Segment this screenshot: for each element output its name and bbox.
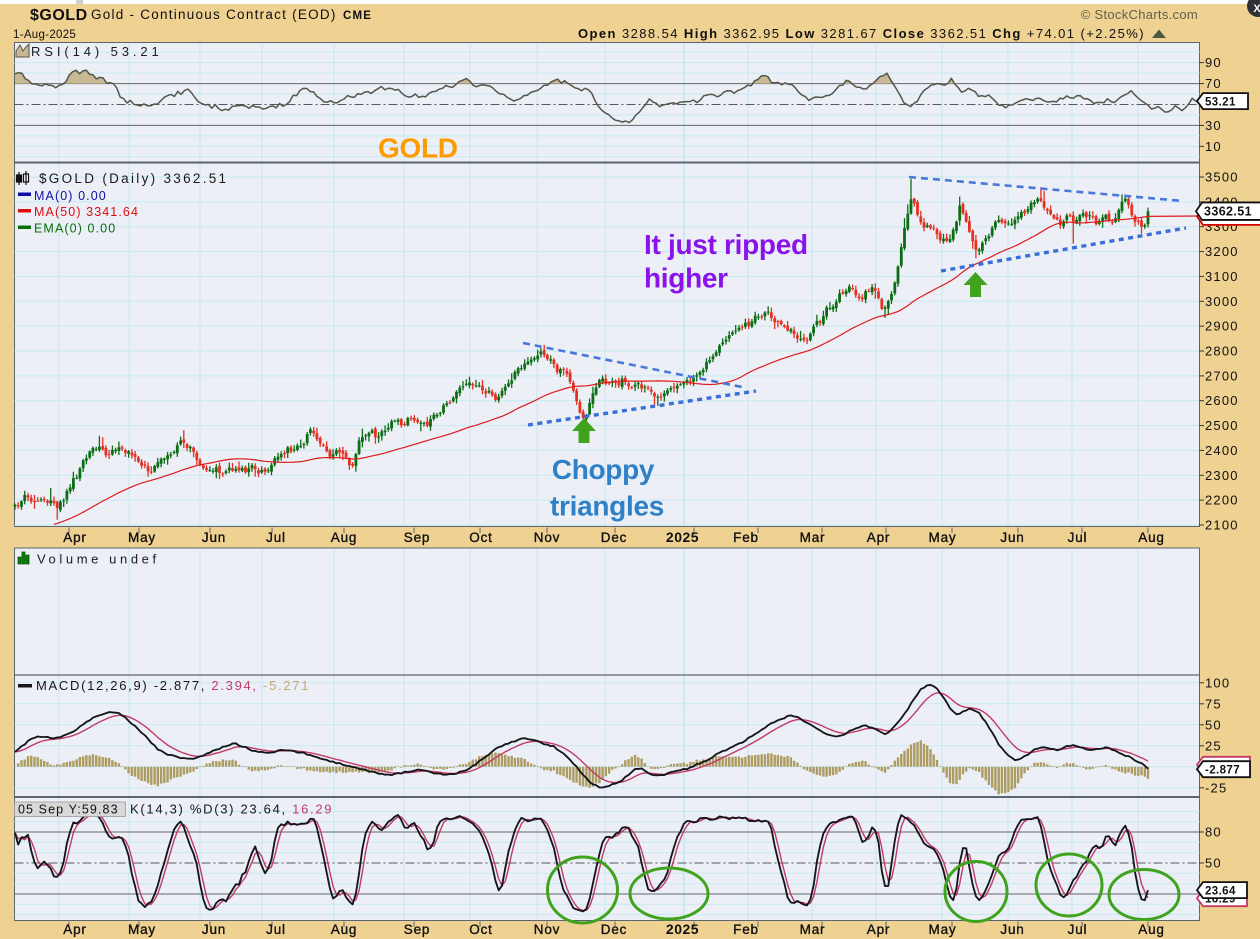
svg-text:May: May — [128, 922, 156, 937]
svg-text:Sep: Sep — [404, 922, 430, 937]
svg-text:05 Sep Y:59.83: 05 Sep Y:59.83 — [18, 803, 119, 817]
svg-text:2400: 2400 — [1205, 443, 1239, 458]
svg-text:Oct: Oct — [469, 922, 492, 937]
svg-text:75: 75 — [1205, 696, 1222, 711]
svg-text:2025: 2025 — [666, 529, 699, 545]
svg-text:RSI(14) 53.21: RSI(14) 53.21 — [31, 44, 163, 59]
svg-text:Oct: Oct — [469, 530, 492, 545]
svg-text:Nov: Nov — [534, 530, 560, 545]
svg-text:50: 50 — [1205, 717, 1222, 732]
svg-text:80: 80 — [1205, 825, 1222, 840]
svg-text:10: 10 — [1205, 139, 1222, 154]
svg-text:Jul: Jul — [266, 922, 286, 937]
svg-text:X: X — [1253, 3, 1260, 15]
svg-text:$GOLD (Daily) 3362.51: $GOLD (Daily) 3362.51 — [39, 171, 228, 186]
svg-text:Apr: Apr — [63, 530, 86, 545]
svg-text:Volume undef: Volume undef — [37, 552, 160, 567]
svg-text:Choppy: Choppy — [552, 454, 655, 485]
svg-text:higher: higher — [644, 263, 728, 294]
svg-text:May: May — [929, 530, 957, 545]
svg-text:3000: 3000 — [1205, 294, 1239, 309]
svg-text:Dec: Dec — [601, 922, 627, 937]
svg-text:-2.877: -2.877 — [1205, 764, 1240, 776]
svg-text:EMA(0) 0.00: EMA(0) 0.00 — [34, 222, 116, 236]
svg-text:Nov: Nov — [534, 922, 560, 937]
svg-text:Jun: Jun — [1000, 922, 1024, 937]
svg-text:MA(0) 0.00: MA(0) 0.00 — [34, 189, 107, 203]
svg-text:2800: 2800 — [1205, 343, 1239, 358]
svg-text:Sep: Sep — [404, 530, 430, 545]
svg-text:Aug: Aug — [1138, 922, 1164, 937]
svg-text:70: 70 — [1205, 76, 1222, 91]
svg-text:2900: 2900 — [1205, 319, 1239, 334]
svg-text:May: May — [128, 530, 156, 545]
svg-text:50: 50 — [1205, 856, 1222, 871]
svg-text:Feb: Feb — [733, 922, 759, 937]
svg-text:Apr: Apr — [867, 922, 890, 937]
svg-text:Apr: Apr — [867, 530, 890, 545]
svg-text:Feb: Feb — [733, 530, 759, 545]
svg-text:100: 100 — [1205, 675, 1230, 690]
svg-text:2100: 2100 — [1205, 517, 1239, 532]
svg-text:Dec: Dec — [601, 530, 627, 545]
svg-text:1-Aug-2025: 1-Aug-2025 — [13, 29, 76, 41]
svg-text:Apr: Apr — [63, 922, 86, 937]
svg-text:3500: 3500 — [1205, 170, 1239, 185]
svg-text:Jul: Jul — [1068, 530, 1088, 545]
svg-text:© StockCharts.com: © StockCharts.com — [1081, 7, 1198, 22]
svg-text:CME: CME — [343, 10, 372, 22]
svg-text:2300: 2300 — [1205, 468, 1239, 483]
svg-text:23.64: 23.64 — [1205, 885, 1236, 897]
svg-text:Jun: Jun — [202, 922, 226, 937]
svg-text:53.21: 53.21 — [1205, 96, 1236, 108]
svg-text:Jun: Jun — [202, 530, 226, 545]
svg-text:2025: 2025 — [666, 921, 699, 937]
svg-text:2200: 2200 — [1205, 493, 1239, 508]
svg-text:Aug: Aug — [1138, 530, 1164, 545]
svg-text:90: 90 — [1205, 55, 1222, 70]
svg-text:Jun: Jun — [1000, 530, 1024, 545]
svg-text:triangles: triangles — [550, 491, 664, 522]
svg-text:Open 3288.54 High 3362.95 Low: Open 3288.54 High 3362.95 Low 3281.67 Cl… — [578, 26, 1145, 41]
svg-text:Aug: Aug — [331, 922, 357, 937]
svg-text:2500: 2500 — [1205, 418, 1239, 433]
svg-text:2700: 2700 — [1205, 368, 1239, 383]
svg-text:25: 25 — [1205, 738, 1222, 753]
svg-text:It just ripped: It just ripped — [644, 229, 808, 260]
svg-text:GOLD: GOLD — [378, 133, 458, 164]
svg-text:30: 30 — [1205, 118, 1222, 133]
svg-text:May: May — [929, 922, 957, 937]
svg-text:Mar: Mar — [800, 530, 826, 545]
svg-text:-25: -25 — [1205, 780, 1227, 795]
svg-text:Jul: Jul — [266, 530, 286, 545]
svg-text:MACD(12,26,9) -2.877, 2.394, -: MACD(12,26,9) -2.877, 2.394, -5.271 — [36, 678, 310, 693]
svg-text:MA(50) 3341.64: MA(50) 3341.64 — [34, 205, 139, 219]
svg-text:Aug: Aug — [331, 530, 357, 545]
svg-text:2600: 2600 — [1205, 393, 1239, 408]
svg-text:K(14,3) %D(3) 23.64, 16.29: K(14,3) %D(3) 23.64, 16.29 — [130, 802, 333, 817]
svg-text:3100: 3100 — [1205, 269, 1239, 284]
svg-text:$GOLD: $GOLD — [30, 7, 88, 24]
svg-text:3200: 3200 — [1205, 244, 1239, 259]
svg-text:Gold - Continuous Contract (EO: Gold - Continuous Contract (EOD) — [91, 7, 337, 22]
svg-text:Mar: Mar — [800, 922, 826, 937]
svg-text:3362.51: 3362.51 — [1204, 204, 1252, 218]
svg-text:Jul: Jul — [1068, 922, 1088, 937]
